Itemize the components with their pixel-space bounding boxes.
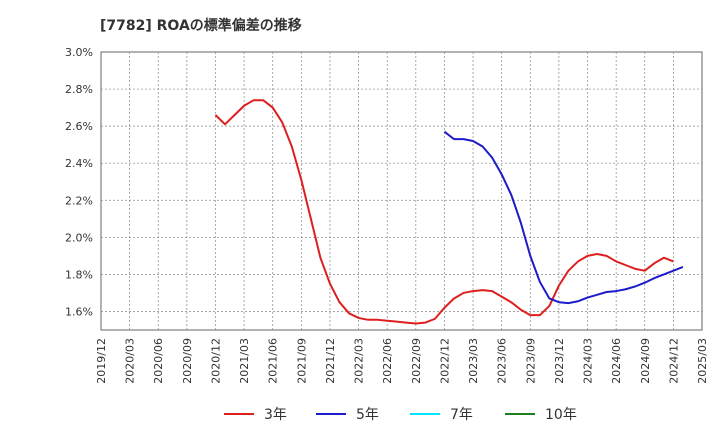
x-tick-label: 2022/12 — [438, 338, 451, 384]
x-tick-label: 2024/09 — [639, 338, 652, 384]
x-tick-label: 2020/06 — [152, 338, 165, 384]
y-tick-label: 2.2% — [65, 194, 93, 207]
chart-title: [7782] ROAの標準偏差の推移 — [100, 17, 302, 34]
x-tick-label: 2021/09 — [295, 338, 308, 384]
x-tick-label: 2021/03 — [238, 338, 251, 384]
x-tick-label: 2022/06 — [381, 338, 394, 384]
y-tick-label: 1.8% — [65, 268, 93, 281]
x-tick-label: 2024/03 — [582, 338, 595, 384]
legend-label-2: 5年 — [356, 407, 379, 423]
x-tick-label: 2022/03 — [353, 338, 366, 384]
legend-label-1: 3年 — [264, 407, 287, 423]
x-tick-label: 2022/09 — [410, 338, 423, 384]
x-tick-label: 2023/03 — [467, 338, 480, 384]
x-tick-label: 2023/12 — [553, 338, 566, 384]
x-tick-label: 2019/12 — [95, 338, 108, 384]
x-tick-label: 2023/09 — [524, 338, 537, 384]
legend-label-3: 7年 — [450, 407, 473, 423]
x-tick-label: 2024/12 — [667, 338, 680, 384]
y-tick-label: 2.6% — [65, 120, 93, 133]
series-line-1 — [214, 99, 674, 325]
y-tick-label: 1.6% — [65, 305, 93, 318]
plot-frame — [100, 51, 703, 331]
x-tick-label: 2020/03 — [124, 338, 137, 384]
plot-area: 1.6% 1.8% 2.0% 2.2% 2.4% 2.6% 2.8% 3.0% 2019/12 2… — [65, 46, 709, 384]
y-tick-label: 2.4% — [65, 157, 93, 170]
x-tick-label: 2021/12 — [324, 338, 337, 384]
y-tick-label: 2.0% — [65, 231, 93, 244]
x-tick-label: 2020/12 — [209, 338, 222, 384]
legend: 3年 5年 7年 10年 — [224, 407, 577, 423]
x-tick-label: 2021/06 — [267, 338, 280, 384]
legend-label-4: 10年 — [545, 407, 577, 423]
series-line-2 — [443, 130, 684, 305]
y-tick-label: 3.0% — [65, 46, 93, 59]
x-tick-label: 2020/09 — [181, 338, 194, 384]
x-tick-label: 2023/06 — [496, 338, 509, 384]
x-tick-label: 2025/03 — [696, 338, 709, 384]
y-tick-label: 2.8% — [65, 83, 93, 96]
x-tick-label: 2024/06 — [610, 338, 623, 384]
